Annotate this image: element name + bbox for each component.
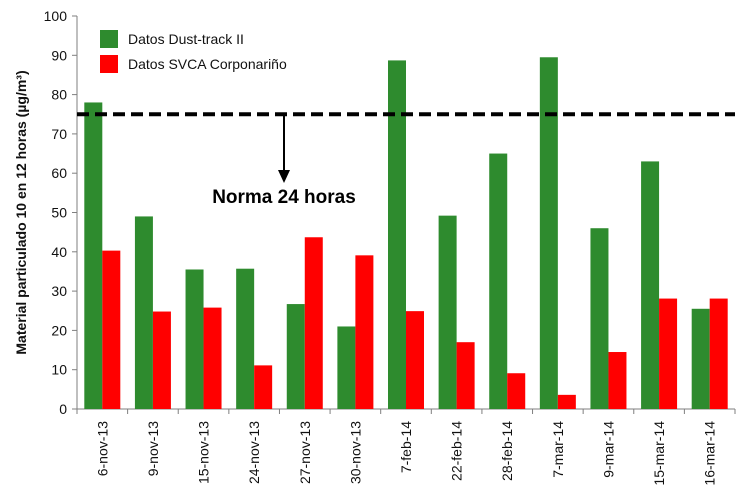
bar-svca xyxy=(304,237,323,409)
legend-swatch xyxy=(100,30,118,48)
y-tick-label: 10 xyxy=(51,362,67,378)
bar-dusttrack xyxy=(590,228,609,409)
bar-dusttrack xyxy=(539,57,558,409)
x-tick-label: 22-feb-14 xyxy=(449,421,465,481)
x-tick-label: 7-mar-14 xyxy=(550,421,566,478)
legend: Datos Dust-track II Datos SVCA Corponariñ… xyxy=(100,30,287,73)
bar-svca xyxy=(254,365,273,409)
bar-svca xyxy=(152,311,171,409)
annotation-label: Norma 24 horas xyxy=(212,187,356,208)
x-tick-label: 27-nov-13 xyxy=(297,421,313,484)
bar-dusttrack xyxy=(134,216,153,409)
y-axis-label: Material particulado 10 en 12 horas (µg/… xyxy=(13,70,29,354)
bar-svca xyxy=(659,298,678,409)
bar-dusttrack xyxy=(691,308,710,409)
bar-svca xyxy=(355,255,374,409)
y-tick-label: 20 xyxy=(51,322,67,338)
bar-svca xyxy=(709,298,728,409)
legend-label: Datos SVCA Corponariño xyxy=(128,56,287,72)
y-tick-label: 50 xyxy=(51,205,67,221)
x-tick-label: 7-feb-14 xyxy=(398,421,414,473)
y-tick-label: 30 xyxy=(51,283,67,299)
legend-swatch xyxy=(100,55,118,73)
bar-svca xyxy=(456,342,475,409)
x-tick-label: 28-feb-14 xyxy=(499,421,515,481)
x-tick-label: 15-mar-14 xyxy=(651,421,667,486)
legend-label: Datos Dust-track II xyxy=(128,31,244,47)
bar-dusttrack xyxy=(438,215,457,409)
x-tick-label: 15-nov-13 xyxy=(196,421,212,484)
y-tick-label: 40 xyxy=(51,244,67,260)
bar-dusttrack xyxy=(641,161,660,409)
axes: 0 10 20 30 40 50 60 70 80 90 100 Material particula… xyxy=(13,8,736,486)
bar-svca xyxy=(507,373,526,409)
x-tick-label: 6-nov-13 xyxy=(94,421,110,476)
bar-dusttrack xyxy=(489,153,508,409)
x-tick-label: 9-mar-14 xyxy=(600,421,616,478)
reference-line-group: Norma 24 horas xyxy=(77,112,735,208)
bar-svca xyxy=(203,307,222,409)
x-tick-label: 24-nov-13 xyxy=(246,421,262,484)
x-tick-label: 30-nov-13 xyxy=(347,421,363,484)
bar-svca xyxy=(608,352,627,409)
y-tick-label: 70 xyxy=(51,126,67,142)
bars xyxy=(84,57,728,410)
bar-svca xyxy=(557,394,576,409)
bar-svca xyxy=(102,250,121,409)
y-tick-label: 100 xyxy=(44,8,68,24)
bar-svca xyxy=(406,311,424,409)
y-tick-label: 0 xyxy=(59,401,67,417)
bar-dusttrack xyxy=(286,304,305,409)
bar-dusttrack xyxy=(388,60,406,410)
bar-dusttrack xyxy=(236,268,255,409)
y-tick-label: 90 xyxy=(51,47,67,63)
x-tick-label: 9-nov-13 xyxy=(145,421,161,476)
bar-dusttrack xyxy=(185,269,204,409)
annotation-arrow-head xyxy=(278,170,290,183)
bar-dusttrack xyxy=(337,326,356,409)
bar-dusttrack xyxy=(84,102,103,410)
x-tick-label: 16-mar-14 xyxy=(702,421,718,486)
y-tick-label: 60 xyxy=(51,165,67,181)
y-tick-label: 80 xyxy=(51,87,67,103)
